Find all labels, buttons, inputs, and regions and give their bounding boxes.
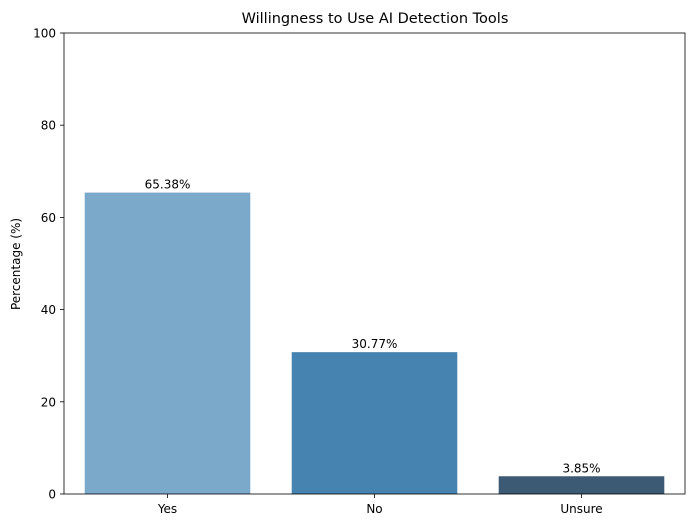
bar-value-label: 3.85% (562, 461, 600, 475)
y-tick-label: 60 (41, 211, 56, 225)
y-tick-label: 0 (48, 488, 56, 502)
bar-yes (84, 192, 251, 494)
bar-unsure (498, 476, 665, 494)
chart-title: Willingness to Use AI Detection Tools (242, 11, 509, 27)
x-tick-label: No (366, 502, 382, 516)
bar-value-label: 65.38% (145, 178, 191, 192)
axes-frame (63, 32, 686, 495)
bar-value-label: 30.77% (352, 337, 398, 351)
y-tick-label: 80 (41, 119, 56, 133)
y-axis-label: Percentage (%) (9, 218, 23, 310)
y-tick-label: 40 (41, 303, 56, 317)
x-tick-label: Unsure (560, 502, 602, 516)
y-tick-label: 100 (33, 27, 56, 41)
bar-no (291, 352, 458, 494)
y-tick-label: 20 (41, 395, 56, 409)
x-tick-label: Yes (157, 502, 177, 516)
plot-area: 65.38% Yes 30.77% No 3.85% Unsure 0 20 40 60 80 100 (33, 27, 686, 516)
